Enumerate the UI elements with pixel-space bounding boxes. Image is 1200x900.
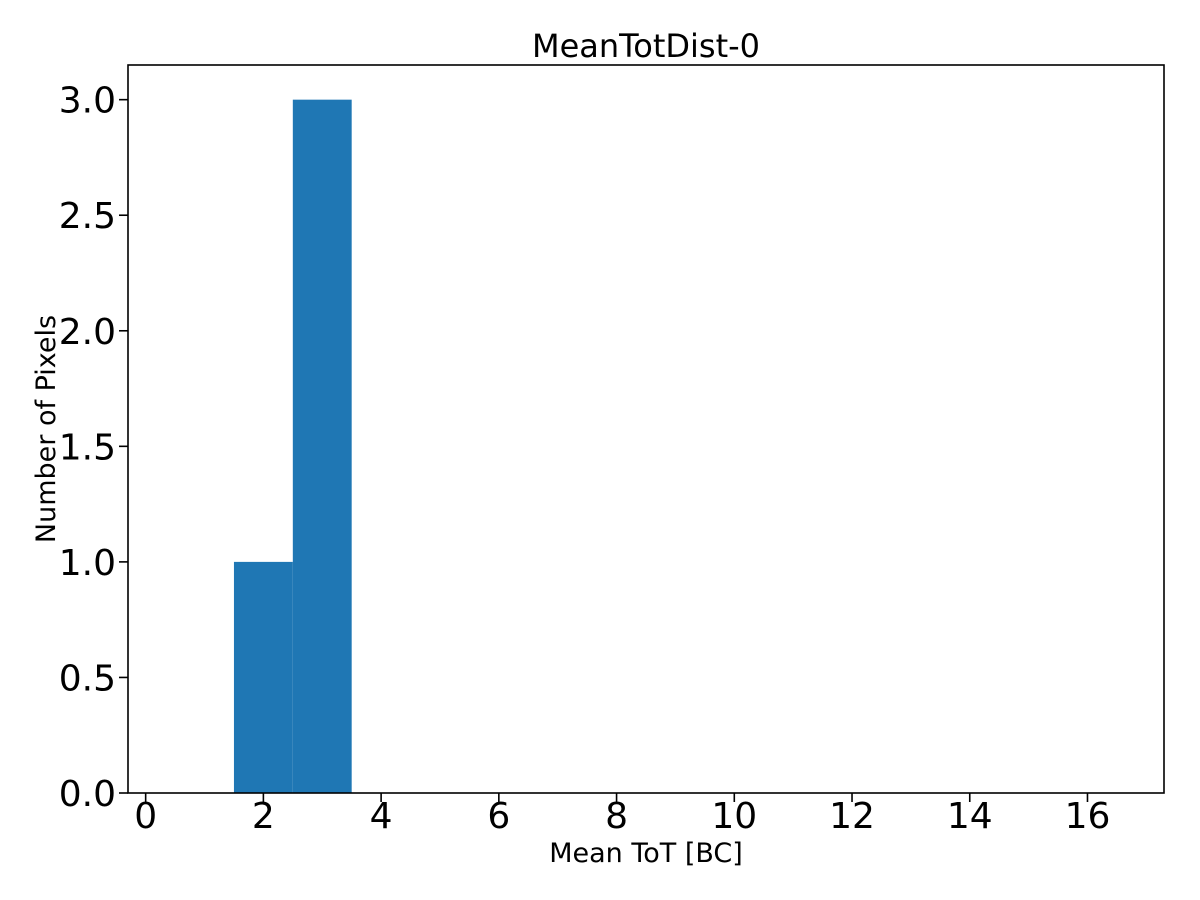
x-tick-label: 10 — [711, 796, 757, 837]
x-tick-label: 0 — [134, 796, 157, 837]
y-tick-label: 3.0 — [59, 81, 116, 122]
x-axis-label: Mean ToT [BC] — [549, 838, 743, 869]
y-axis-label: Number of Pixels — [31, 315, 62, 543]
x-tick-label: 8 — [605, 796, 628, 837]
plot-spines — [127, 64, 1165, 794]
x-tick-label: 4 — [370, 796, 393, 837]
x-tick-label: 6 — [487, 796, 510, 837]
y-tick-label: 1.0 — [59, 543, 116, 584]
y-tick-label: 2.5 — [59, 196, 116, 237]
bars-layer — [233, 99, 352, 793]
y-tick-label: 1.5 — [59, 427, 116, 468]
histogram-bar — [233, 561, 293, 793]
axes-layer: 0 2 4 6 8 10 12 14 16 0.0 0.5 1.0 1.5 2.0 2.5 3.0 — [59, 64, 1165, 837]
x-tick-label: 14 — [947, 796, 993, 837]
x-tick-label: 16 — [1065, 796, 1111, 837]
y-tick-label: 2.0 — [59, 312, 116, 353]
x-tick-label: 12 — [829, 796, 875, 837]
x-tick-label: 2 — [252, 796, 275, 837]
y-tick-label: 0.5 — [59, 658, 116, 699]
y-tick-label: 0.0 — [59, 774, 116, 815]
chart-title: MeanTotDist-0 — [532, 27, 760, 65]
histogram-bar — [292, 99, 352, 793]
